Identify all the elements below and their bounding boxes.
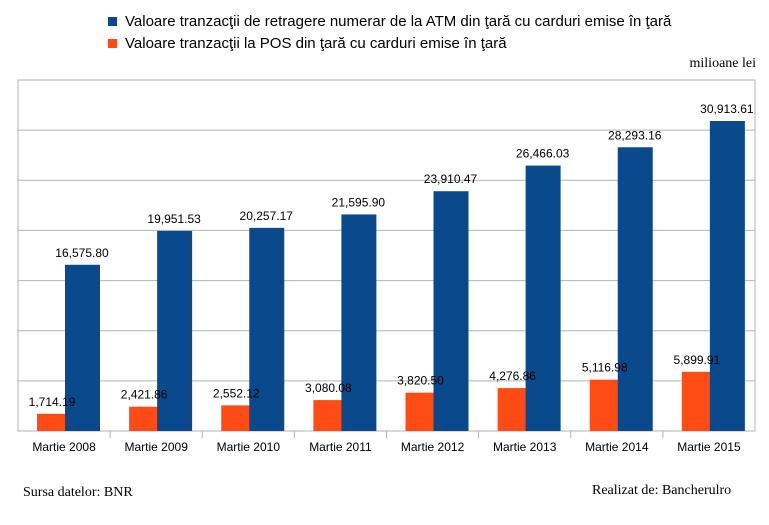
unit-label: milioane lei xyxy=(689,56,756,71)
legend-label-pos: Valoare tranzacţii la POS din ţară cu ca… xyxy=(125,34,507,52)
x-tick-label: Martie 2013 xyxy=(493,440,557,454)
legend: Valoare tranzacţii de retragere numerar … xyxy=(108,10,671,54)
bar-pos xyxy=(129,406,160,431)
data-label-atm: 30,913.61 xyxy=(700,102,754,116)
legend-swatch-pos xyxy=(108,38,117,48)
data-label-pos: 2,421.86 xyxy=(121,388,168,402)
x-tick-label: Martie 2010 xyxy=(217,440,281,454)
data-label-pos: 5,899.91 xyxy=(674,353,721,367)
legend-label-atm: Valoare tranzacţii de retragere numerar … xyxy=(125,12,672,30)
x-tick-label: Martie 2009 xyxy=(125,440,189,454)
x-tick-label: Martie 2011 xyxy=(309,440,372,454)
x-tick-label: Martie 2012 xyxy=(401,440,465,454)
bar-atm xyxy=(249,227,285,431)
x-tick-label: Martie 2015 xyxy=(677,440,741,454)
bar-pos xyxy=(589,379,620,431)
data-label-atm: 21,595.90 xyxy=(332,195,386,209)
data-label-pos: 1,714.19 xyxy=(29,395,76,409)
bar-atm xyxy=(157,230,193,431)
x-tick-label: Martie 2014 xyxy=(585,440,649,454)
bar-atm xyxy=(341,214,377,431)
bar-atm xyxy=(709,120,745,431)
bar-atm xyxy=(617,147,653,432)
bar-pos xyxy=(37,413,67,431)
legend-swatch-atm xyxy=(108,16,117,26)
bar-atm xyxy=(433,191,469,431)
credit-note: Realizat de: Bancherulro xyxy=(592,483,732,498)
source-note: Sursa datelor: BNR xyxy=(23,485,133,500)
x-tick-label: Martie 2008 xyxy=(32,440,96,454)
data-label-atm: 26,466.03 xyxy=(516,147,570,161)
data-label-pos: 4,276.86 xyxy=(489,369,536,383)
data-label-pos: 5,116.98 xyxy=(582,361,628,375)
data-label-pos: 2,552.12 xyxy=(213,386,260,400)
data-label-atm: 19,951.53 xyxy=(147,212,201,226)
data-label-atm: 23,910.47 xyxy=(424,172,478,186)
bar-atm xyxy=(65,264,100,431)
legend-item-pos: Valoare tranzacţii la POS din ţară cu ca… xyxy=(108,32,671,54)
bar-pos xyxy=(681,371,712,431)
data-label-atm: 16,575.80 xyxy=(55,246,109,260)
bar-pos xyxy=(405,392,436,431)
data-label-pos: 3,080.08 xyxy=(305,381,352,395)
bar-pos xyxy=(497,388,528,431)
data-label-atm: 20,257.17 xyxy=(240,209,294,223)
data-label-atm: 28,293.16 xyxy=(608,128,662,142)
legend-item-atm: Valoare tranzacţii de retragere numerar … xyxy=(108,10,671,32)
bar-pos xyxy=(221,405,252,431)
bar-atm xyxy=(525,165,561,431)
bar-pos xyxy=(313,400,344,431)
data-label-pos: 3,820.50 xyxy=(397,374,444,388)
